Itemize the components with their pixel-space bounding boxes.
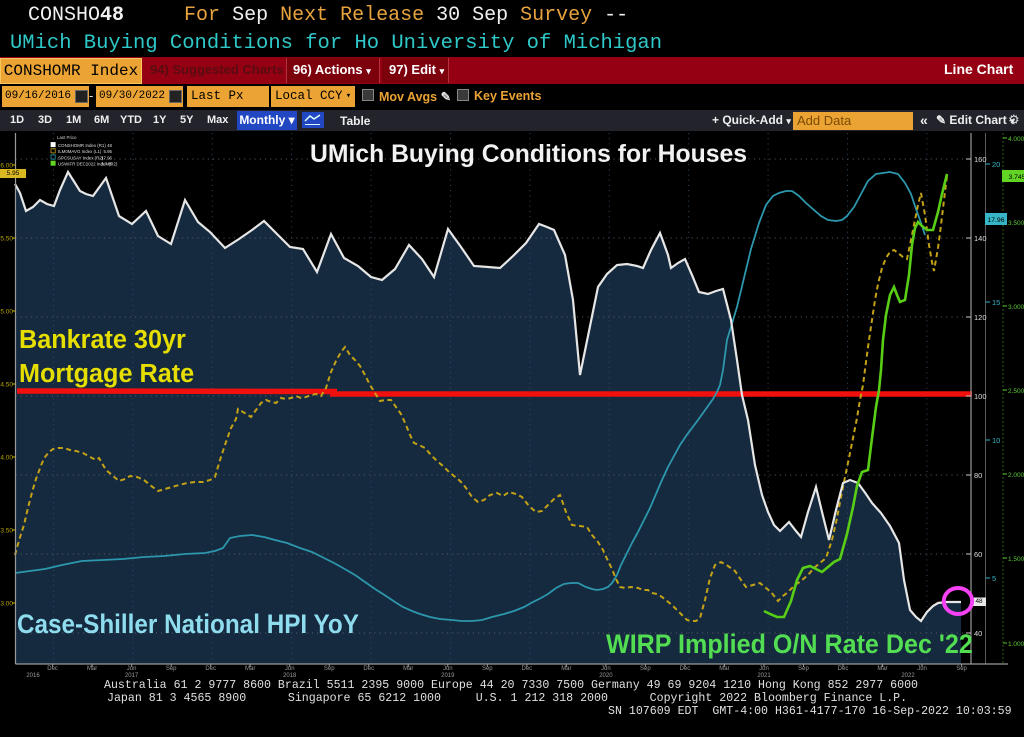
svg-text:2017: 2017: [125, 673, 139, 677]
svg-text:CONSHOMR Index (R1): CONSHOMR Index (R1): [58, 143, 106, 148]
svg-text:2018: 2018: [283, 673, 297, 677]
svg-text:Sep: Sep: [798, 666, 809, 672]
svg-text:3.000: 3.000: [1008, 304, 1024, 311]
svg-text:Dec: Dec: [205, 666, 216, 672]
svg-text:140: 140: [974, 234, 987, 243]
svg-text:UMich Buying Conditions for Ho: UMich Buying Conditions for Houses: [310, 140, 747, 168]
svg-text:Sep: Sep: [640, 666, 651, 672]
svg-text:Mar: Mar: [87, 666, 97, 672]
svg-text:40: 40: [974, 629, 982, 638]
svg-text:1.000: 1.000: [1008, 641, 1024, 648]
svg-text:3.745: 3.745: [1008, 174, 1024, 181]
svg-text:48: 48: [975, 598, 983, 605]
svg-text:60: 60: [974, 550, 982, 559]
svg-text:Bankrate 30yr: Bankrate 30yr: [19, 326, 186, 354]
svg-text:2.000: 2.000: [1008, 472, 1024, 479]
svg-text:Dec: Dec: [838, 666, 849, 672]
svg-text:Jun: Jun: [443, 666, 453, 672]
svg-text:3.00: 3.00: [0, 601, 13, 608]
svg-text:Sep: Sep: [324, 666, 335, 672]
svg-text:Sep: Sep: [166, 666, 177, 672]
svg-text:5.95: 5.95: [7, 170, 20, 177]
svg-text:2019: 2019: [441, 673, 455, 677]
svg-text:17.96: 17.96: [101, 155, 113, 160]
svg-text:Case-Shiller National HPI YoY: Case-Shiller National HPI YoY: [17, 610, 359, 639]
svg-text:5.50: 5.50: [0, 236, 13, 243]
svg-text:Dec: Dec: [47, 666, 58, 672]
svg-text:4.00: 4.00: [0, 455, 13, 462]
svg-text:Dec: Dec: [363, 666, 374, 672]
svg-text:120: 120: [974, 313, 987, 322]
svg-text:5.00: 5.00: [0, 309, 13, 316]
svg-text:20: 20: [992, 160, 1000, 169]
svg-text:Sep: Sep: [482, 666, 493, 672]
svg-text:Dec: Dec: [680, 666, 691, 672]
svg-text:Mar: Mar: [245, 666, 255, 672]
svg-text:2.500: 2.500: [1008, 388, 1024, 395]
svg-text:160: 160: [974, 155, 987, 164]
svg-text:2022: 2022: [901, 673, 915, 677]
svg-text:Mortgage Rate: Mortgage Rate: [19, 360, 194, 388]
svg-text:2020: 2020: [599, 673, 613, 677]
svg-text:100: 100: [974, 392, 987, 401]
svg-text:Mar: Mar: [561, 666, 571, 672]
svg-text:17.96: 17.96: [987, 217, 1004, 224]
svg-text:5: 5: [992, 574, 996, 583]
svg-text:Jun: Jun: [917, 666, 927, 672]
svg-text:Mar: Mar: [403, 666, 413, 672]
svg-text:Mar: Mar: [877, 666, 887, 672]
svg-text:Jun: Jun: [127, 666, 137, 672]
svg-text:48: 48: [107, 143, 112, 148]
svg-text:ILM0MAVG Index (L1): ILM0MAVG Index (L1): [58, 149, 102, 154]
svg-text:WIRP Implied O/N Rate Dec '22: WIRP Implied O/N Rate Dec '22: [606, 628, 973, 659]
svg-text:Dec: Dec: [522, 666, 533, 672]
svg-text:Jun: Jun: [601, 666, 611, 672]
svg-text:15: 15: [992, 298, 1000, 307]
svg-text:5.95: 5.95: [103, 149, 112, 154]
svg-text:3.50: 3.50: [0, 528, 13, 535]
svg-text:Mar: Mar: [719, 666, 729, 672]
svg-text:Jun: Jun: [759, 666, 769, 672]
svg-text:80: 80: [974, 471, 982, 480]
svg-text:2021: 2021: [757, 673, 771, 677]
svg-text:1.500: 1.500: [1008, 556, 1024, 563]
svg-text:10: 10: [992, 436, 1000, 445]
svg-text:USWIFR DEC2022 Index (R2): USWIFR DEC2022 Index (R2): [58, 162, 118, 167]
svg-text:4.000: 4.000: [1008, 136, 1024, 143]
svg-text:4.50: 4.50: [0, 382, 13, 389]
svg-text:Sep: Sep: [956, 666, 967, 672]
svg-text:Jun: Jun: [285, 666, 295, 672]
svg-text:6.00: 6.00: [0, 163, 13, 170]
svg-text:2016: 2016: [26, 673, 40, 677]
svg-text:SPCSUSAY Index (R2): SPCSUSAY Index (R2): [58, 155, 104, 160]
svg-text:3.500: 3.500: [1008, 220, 1024, 227]
svg-text:3.745: 3.745: [101, 162, 113, 167]
svg-text:Last Price: Last Price: [57, 135, 77, 140]
